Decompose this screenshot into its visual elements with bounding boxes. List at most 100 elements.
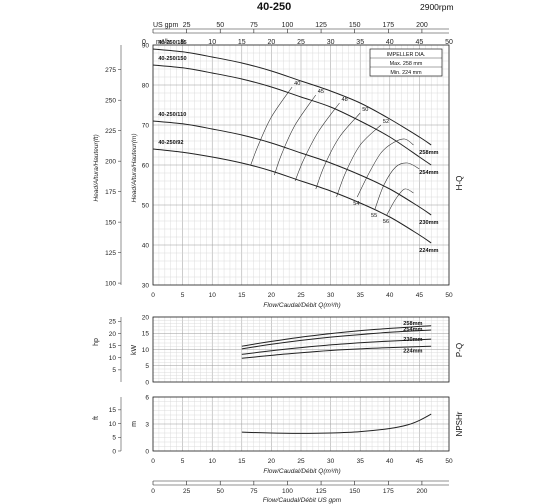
power-kw-ticks: 0 5 10 15 20 — [142, 314, 150, 386]
head-x-tick-label: 15 — [238, 292, 246, 299]
power-kw-tick-label: 15 — [142, 331, 150, 338]
power-kw-tick-label: 20 — [142, 314, 150, 321]
head-curve-40-250/92 — [152, 148, 432, 244]
head-m-tick-label: 90 — [142, 42, 150, 49]
impeller-box-min: Min. 224 mm — [390, 70, 422, 76]
impeller-end-label: 258mm — [419, 150, 438, 156]
power-hp-tick-label: 10 — [109, 355, 117, 362]
head-x-tick-label: 0 — [151, 292, 155, 299]
efficiency-line-48 — [294, 102, 340, 182]
top-m3h-tick-label: 35 — [356, 39, 364, 46]
bottom-gpm-tick-label: 175 — [383, 488, 394, 495]
npsh-x-axis-label: Flow/Caudal/Débit Q(m³/h) — [263, 468, 340, 475]
efficiency-line-55 — [374, 162, 420, 210]
bottom-gpm-tick-label: 0 — [151, 488, 155, 495]
npsh-m-ticks: 0 3 6 — [145, 394, 149, 455]
head-ft-axis-label: Head/Altura/Hauteur(ft) — [93, 134, 100, 201]
power-hp-tick-label: 15 — [109, 343, 117, 350]
head-x-tick-label: 35 — [357, 292, 365, 299]
top-gpm-tick-label: 25 — [183, 22, 191, 29]
npsh-x-tick-label: 40 — [386, 458, 394, 465]
head-m-axis-label: Head/Altura/Hauteur(m) — [131, 134, 138, 203]
npsh-curves — [241, 413, 432, 434]
npsh-m-tick-label: 0 — [145, 448, 149, 455]
head-ft-tick-label: 275 — [105, 67, 116, 74]
speed-label: 2900rpm — [420, 2, 454, 12]
npsh-x-tick-label: 15 — [238, 458, 246, 465]
head-ft-tick-label: 250 — [105, 98, 116, 105]
impeller-box-max: Max. 258 mm — [390, 61, 423, 67]
power-hp-tick-label: 25 — [109, 319, 117, 326]
head-x-tick-label: 30 — [327, 292, 335, 299]
npsh-ft-tick-label: 0 — [112, 448, 116, 455]
top-m3h-tick-label: 15 — [238, 39, 246, 46]
power-kw-label: kW — [131, 345, 138, 356]
top-m3h-tick-label: 50 — [445, 39, 453, 46]
head-m-tick-label: 80 — [142, 82, 150, 89]
top-gpm-tick-label: 75 — [250, 22, 258, 29]
power-hp-tick-label: 5 — [112, 367, 116, 374]
npsh-grid — [152, 396, 450, 452]
head-curve-label: 40-250/92 — [158, 140, 183, 146]
efficiency-label: 52 — [383, 119, 389, 125]
power-curve-label: 230mm — [403, 337, 422, 343]
impeller-end-label: 254mm — [419, 170, 438, 176]
npsh-frame — [152, 396, 450, 452]
npsh-ft-tick-label: 15 — [109, 407, 117, 414]
efficiency-line-50 — [315, 112, 361, 190]
bottom-gpm-tick-label: 150 — [349, 488, 360, 495]
head-x-tick-label: 25 — [297, 292, 305, 299]
head-ft-tick-label: 100 — [105, 280, 116, 287]
impeller-end-label: 230mm — [419, 220, 438, 226]
npsh-x-tick-label: 10 — [209, 458, 217, 465]
npsh-ft-ticks: 0 5 10 15 — [109, 397, 122, 455]
top-m3h-tick-label: 30 — [327, 39, 335, 46]
impeller-box-title: IMPELLER DIA. — [387, 52, 426, 58]
hq-tag: H-Q — [455, 176, 464, 191]
pq-tag: P-Q — [455, 343, 464, 357]
npsh-ft-tick-label: 5 — [112, 435, 116, 442]
head-m-tick-label: 70 — [142, 122, 150, 129]
efficiency-line-40 — [250, 86, 293, 166]
bottom-gpm-tick-label: 25 — [183, 488, 191, 495]
bottom-gpm-tick-label: 200 — [416, 488, 427, 495]
top-gpm-tick-label: 100 — [282, 22, 294, 29]
npsh-x-tick-label: 30 — [327, 458, 335, 465]
efficiency-label: 48 — [341, 97, 347, 103]
impeller-end-label: 224mm — [419, 248, 438, 254]
efficiency-label: 45 — [318, 89, 324, 95]
head-m-tick-label: 50 — [142, 202, 150, 209]
head-ft-tick-label: 175 — [105, 189, 116, 196]
head-frame — [152, 44, 450, 286]
top-m3h-tick-label: 45 — [416, 39, 424, 46]
power-hp-label: hp — [93, 338, 100, 346]
top-m3h-tick-label: 25 — [297, 39, 305, 46]
power-curve-label: 224mm — [403, 348, 422, 354]
npsh-x-ticks: 0 5 10 15 20 25 30 35 40 45 50 — [151, 458, 453, 465]
head-curve-40-250/185 — [152, 48, 432, 146]
top-gpm-unit: US gpm — [153, 22, 178, 29]
power-hp-ticks: 5 10 15 20 25 — [109, 317, 122, 382]
bottom-gpm-tick-label: 125 — [316, 488, 327, 495]
npsh-x-tick-label: 5 — [181, 458, 185, 465]
npsh-curve — [241, 413, 432, 434]
top-gpm-tick-label: 200 — [416, 22, 428, 29]
head-curve-40-250/150 — [152, 64, 432, 166]
impeller-legend-box: IMPELLER DIA. Max. 258 mm Min. 224 mm — [369, 48, 443, 77]
top-gpm-tick-label: 125 — [315, 22, 327, 29]
npsh-x-tick-label: 50 — [445, 458, 453, 465]
npsh-ft-tick-label: 10 — [109, 421, 117, 428]
efficiency-line-54 — [356, 138, 414, 198]
npsh-x-tick-label: 20 — [268, 458, 276, 465]
bottom-gpm-ticks: 0 25 50 75 100 125 150 175 200 — [151, 481, 428, 495]
power-frame — [152, 316, 450, 383]
head-curve-label: 40-250/110 — [158, 112, 186, 118]
efficiency-label: 56 — [383, 219, 389, 225]
power-curve-254mm — [241, 329, 432, 350]
efficiency-lines: 40 45 48 50 52 54 55 56 — [250, 81, 420, 225]
top-m3h-tick-label: 10 — [208, 39, 216, 46]
npsh-m-tick-label: 3 — [145, 421, 149, 428]
